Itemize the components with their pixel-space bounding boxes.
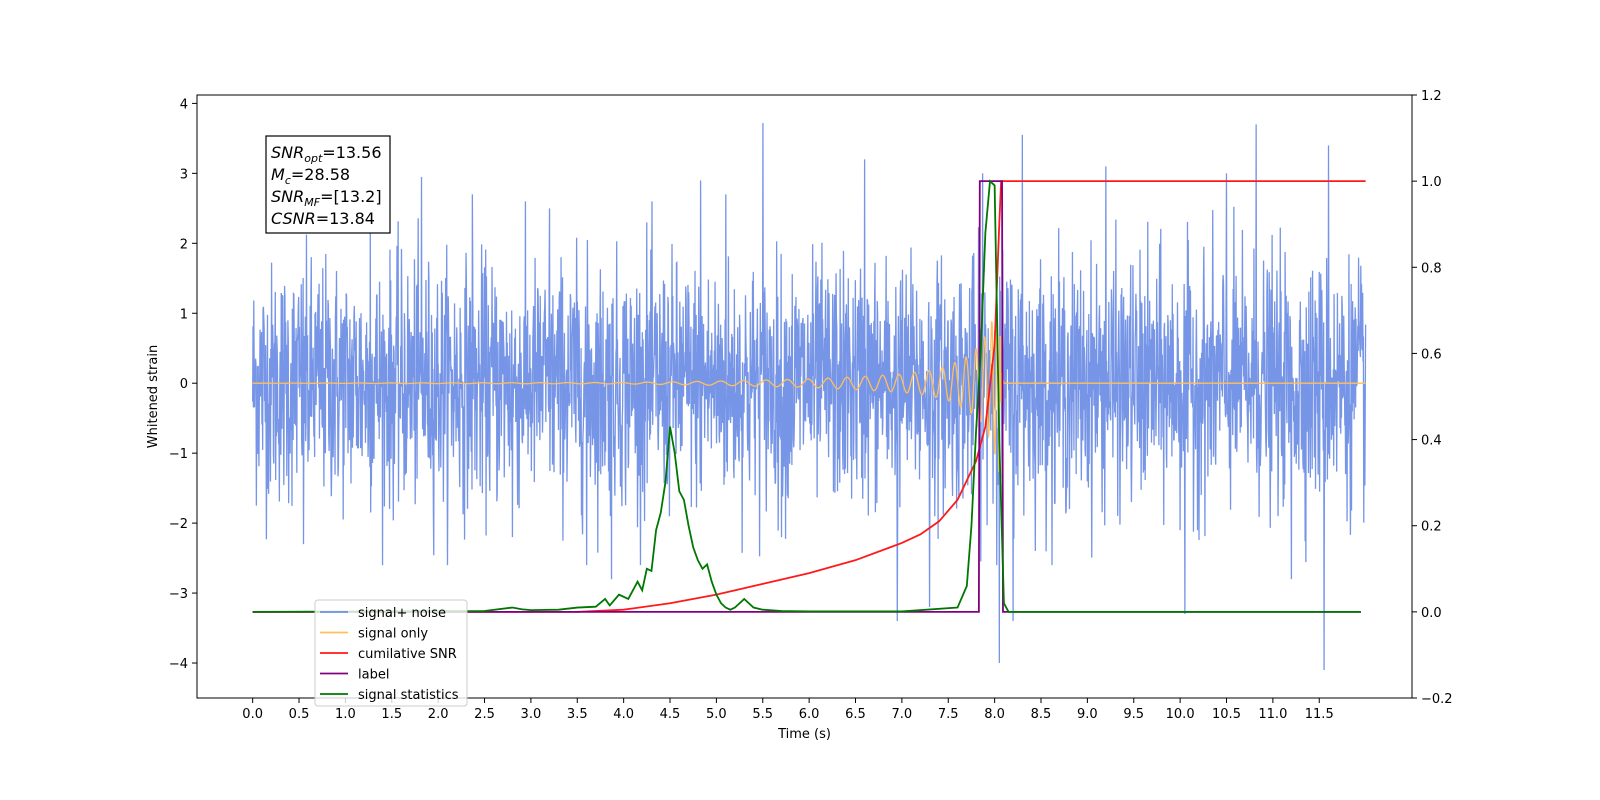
y-tick-label-left: 4 xyxy=(180,97,188,112)
x-axis-label: Time (s) xyxy=(777,727,831,742)
y-tick-label-right: 0.2 xyxy=(1421,520,1442,535)
x-tick-label: 11.0 xyxy=(1258,707,1287,722)
y-tick-label-left: 1 xyxy=(180,307,188,322)
y-tick-label-left: 2 xyxy=(180,237,188,252)
series-cumulative-snr-line xyxy=(252,180,1366,613)
y-tick-label-right: 1.0 xyxy=(1421,175,1442,190)
x-tick-label: 11.5 xyxy=(1305,707,1334,722)
x-tick-label: 0.0 xyxy=(242,707,263,722)
y-tick-label-left: −1 xyxy=(169,447,188,462)
y-tick-label-right: −0.2 xyxy=(1421,692,1453,707)
y-tick-label-right: 0.4 xyxy=(1421,434,1442,449)
y-tick-label-right: 0.8 xyxy=(1421,261,1442,276)
y-tick-label-right: 0.0 xyxy=(1421,606,1442,621)
x-tick-label: 1.0 xyxy=(335,707,356,722)
x-tick-label: 10.5 xyxy=(1212,707,1241,722)
x-tick-label: 10.0 xyxy=(1166,707,1195,722)
y-tick-label-left: 3 xyxy=(180,167,188,182)
y-tick-label-left: −3 xyxy=(169,587,188,602)
x-tick-label: 6.5 xyxy=(845,707,866,722)
x-tick-label: 7.5 xyxy=(938,707,959,722)
annotation-line: SNRopt=13.56 xyxy=(271,143,382,165)
series-signal-only-line xyxy=(252,303,1366,473)
legend-label: signal+ noise xyxy=(358,606,446,621)
x-tick-label: 2.5 xyxy=(474,707,495,722)
plot-frame xyxy=(196,94,1413,699)
x-tick-label: 0.5 xyxy=(289,707,310,722)
x-tick-label: 3.0 xyxy=(521,707,542,722)
x-tick-label: 2.0 xyxy=(428,707,449,722)
x-tick-label: 7.0 xyxy=(892,707,913,722)
x-tick-label: 4.0 xyxy=(613,707,634,722)
x-tick-label: 6.0 xyxy=(799,707,820,722)
axis-layer: 0.0 0.5 1.0 1.5 2.0 2.5 3.0 3.5 4.0 4.5 5.0 5.5 6.0 6… xyxy=(169,89,1453,722)
y-tick-label-right: 1.2 xyxy=(1421,89,1442,104)
annotation-box: SNRopt=13.56Mc=28.58SNRMF=[13.2]CSNR=13.… xyxy=(265,135,391,234)
x-tick-label: 9.5 xyxy=(1123,707,1144,722)
y-tick-label-left: 0 xyxy=(180,377,188,392)
annotation-line: CSNR=13.84 xyxy=(271,209,375,228)
legend: signal+ noise signal only cumilative SNR la… xyxy=(314,599,468,707)
annotation-line: Mc=28.58 xyxy=(271,165,350,187)
legend-label: label xyxy=(358,668,389,683)
x-tick-label: 8.5 xyxy=(1031,707,1052,722)
x-tick-label: 5.0 xyxy=(706,707,727,722)
series-signal-statistics-line xyxy=(252,179,1361,613)
legend-label: signal statistics xyxy=(358,688,459,703)
x-tick-label: 4.5 xyxy=(660,707,681,722)
series-signal-noise-line xyxy=(252,122,1367,671)
y-tick-label-left: −2 xyxy=(169,517,188,532)
x-tick-label: 3.5 xyxy=(567,707,588,722)
annotation-line: SNRMF=[13.2] xyxy=(271,187,382,209)
legend-label: signal only xyxy=(358,627,428,642)
y-axis-label-left: Whitened strain xyxy=(146,345,161,448)
y-tick-label-right: 0.6 xyxy=(1421,347,1442,362)
x-tick-label: 1.5 xyxy=(381,707,402,722)
x-tick-label: 8.0 xyxy=(984,707,1005,722)
x-tick-label: 5.5 xyxy=(752,707,773,722)
x-tick-label: 9.0 xyxy=(1077,707,1098,722)
series-layer xyxy=(252,122,1367,671)
legend-label: cumilative SNR xyxy=(358,647,457,662)
y-tick-label-left: −4 xyxy=(169,657,188,672)
